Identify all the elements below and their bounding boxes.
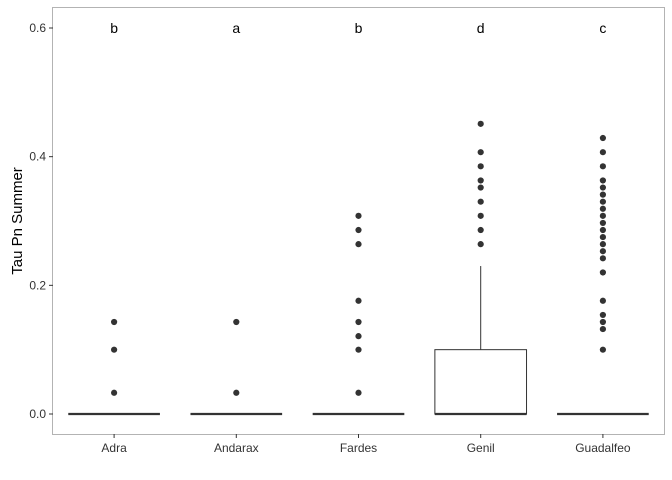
outlier-point	[599, 269, 607, 276]
outlier-point	[355, 318, 362, 326]
outlier-point	[233, 389, 240, 396]
outlier-point	[599, 198, 607, 205]
x-tick-label: Guadalfeo	[575, 441, 631, 455]
y-axis: 0.0 0.2 0.4 0.6	[29, 21, 53, 421]
outlier-point	[599, 297, 607, 304]
outlier-point	[477, 163, 484, 170]
outlier-point	[599, 311, 607, 319]
outlier-point	[599, 149, 607, 156]
y-axis-title: Tau Pn Summer	[9, 167, 26, 275]
y-tick-label: 0.2	[29, 278, 46, 292]
outlier-point	[599, 134, 607, 142]
group-letter: d	[477, 20, 485, 36]
x-tick-label: Fardes	[340, 441, 377, 455]
box-guadalfeo	[557, 134, 649, 416]
group-letter: b	[110, 20, 118, 36]
x-tick-label: Genil	[467, 441, 495, 455]
outlier-point	[111, 389, 118, 396]
box-fardes	[312, 212, 405, 416]
outlier-point	[355, 389, 362, 396]
outlier-point	[111, 318, 118, 326]
outlier-point	[355, 346, 362, 353]
box-adra	[68, 318, 160, 416]
outlier-point	[599, 177, 607, 184]
outlier-point	[477, 184, 484, 191]
panel-border	[52, 7, 665, 435]
boxes	[68, 120, 649, 416]
x-tick-label: Andarax	[214, 441, 259, 455]
outlier-point	[599, 191, 607, 198]
box-genil	[434, 120, 528, 416]
outlier-point	[477, 149, 484, 156]
outlier-point	[599, 219, 607, 227]
outlier-point	[355, 226, 362, 234]
group-letter: a	[232, 20, 240, 36]
y-tick-label: 0.4	[29, 150, 46, 164]
x-tick-label: Adra	[101, 441, 127, 455]
outlier-point	[233, 318, 240, 326]
outlier-point	[477, 120, 484, 127]
outlier-point	[477, 198, 484, 205]
group-letter: c	[599, 20, 606, 36]
outlier-point	[599, 163, 607, 170]
outlier-point	[111, 346, 118, 353]
outlier-point	[599, 241, 607, 248]
outlier-point	[355, 212, 362, 219]
outlier-point	[599, 325, 607, 333]
outlier-point	[599, 212, 607, 219]
outlier-point	[355, 333, 362, 340]
x-axis: Adra Andarax Fardes Genil Guadalfeo	[101, 434, 631, 455]
outlier-point	[599, 184, 607, 191]
outlier-point	[599, 226, 607, 234]
outlier-point	[477, 241, 484, 248]
outlier-point	[477, 226, 484, 234]
outlier-point	[477, 212, 484, 219]
box-andarax	[190, 318, 283, 416]
y-tick-label: 0.6	[29, 21, 46, 35]
outlier-point	[355, 297, 362, 304]
y-tick-label: 0.0	[29, 407, 46, 421]
box-iqr	[434, 349, 528, 415]
outlier-point	[599, 255, 607, 262]
outlier-point	[477, 177, 484, 184]
group-letter: b	[355, 20, 363, 36]
outlier-point	[599, 318, 607, 326]
outlier-point	[599, 233, 607, 241]
outlier-point	[599, 248, 607, 255]
outlier-point	[599, 346, 607, 353]
outlier-point	[599, 205, 607, 212]
outlier-point	[355, 241, 362, 248]
